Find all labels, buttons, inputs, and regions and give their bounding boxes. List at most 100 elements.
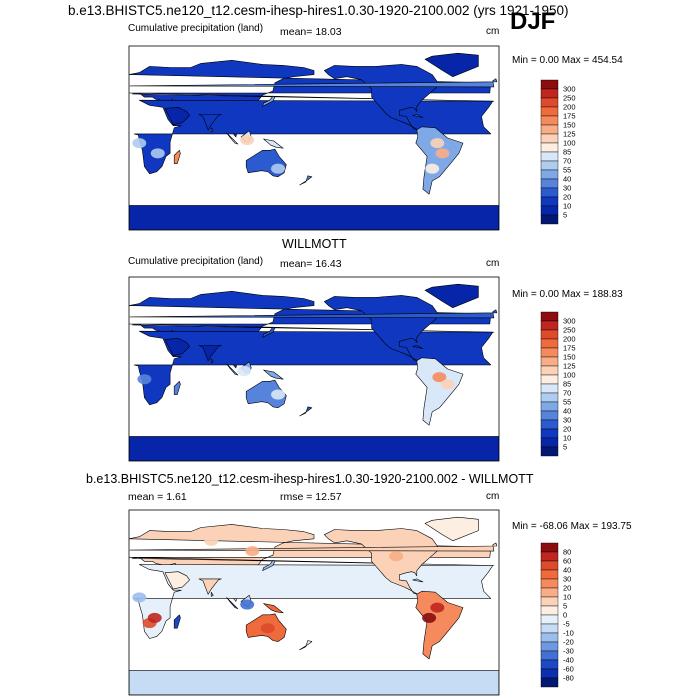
panel3-mean: mean = 1.61 bbox=[128, 491, 187, 503]
field-patch bbox=[430, 138, 445, 149]
field-patch bbox=[150, 148, 165, 159]
colorbar-tick-label: 30 bbox=[563, 184, 571, 193]
colorbar-tick-label: -10 bbox=[563, 629, 574, 638]
colorbar-tick-label: 250 bbox=[563, 326, 576, 335]
land-uk bbox=[129, 542, 498, 552]
colorbar-swatch bbox=[540, 320, 559, 331]
panel3-rmse: rmse = 12.57 bbox=[280, 491, 342, 503]
land-newguinea bbox=[263, 138, 284, 149]
land-cuba bbox=[412, 345, 424, 349]
land-arabia bbox=[164, 571, 190, 590]
land-japan bbox=[262, 326, 276, 338]
colorbar-tick-label: 80 bbox=[563, 548, 571, 557]
colorbar-swatch bbox=[540, 641, 559, 652]
colorbar-swatch bbox=[540, 178, 559, 189]
land-japan bbox=[262, 95, 276, 107]
field-patch bbox=[237, 366, 252, 377]
colorbar-tick-label: 20 bbox=[563, 584, 571, 593]
colorbar-swatch bbox=[540, 569, 559, 580]
panel2-variable-label: Cumulative precipitation (land) bbox=[128, 256, 264, 267]
land-india bbox=[198, 114, 222, 131]
land-greenland bbox=[424, 52, 479, 77]
land-madagascar bbox=[173, 150, 181, 164]
field-patch bbox=[137, 374, 152, 385]
colorbar-tick-label: 5 bbox=[563, 602, 567, 611]
colorbar-tick-label: 40 bbox=[563, 407, 571, 416]
map-frame bbox=[128, 45, 500, 231]
map-frame bbox=[128, 276, 500, 462]
colorbar-swatch bbox=[540, 196, 559, 207]
colorbar-tick-label: 55 bbox=[563, 398, 571, 407]
land-srilanka bbox=[210, 591, 214, 597]
colorbar-tick-label: 300 bbox=[563, 85, 576, 94]
colorbar-swatch bbox=[540, 365, 559, 376]
colorbar-tick-label: -30 bbox=[563, 647, 574, 656]
colorbar-tick-label: 0 bbox=[563, 611, 567, 620]
field-patch bbox=[260, 623, 275, 634]
land-arabia bbox=[164, 107, 190, 125]
land-newzealand bbox=[299, 406, 313, 417]
colorbar-swatch bbox=[540, 632, 559, 643]
panel1-variable-label: Cumulative precipitation (land) bbox=[128, 23, 264, 34]
map-frame bbox=[128, 509, 500, 696]
map-panel-1 bbox=[128, 45, 500, 231]
colorbar-tick-label: 60 bbox=[563, 557, 571, 566]
colorbar-swatch bbox=[540, 124, 559, 135]
panel3-title: b.e13.BHISTC5.ne120_t12.cesm-ihesp-hires… bbox=[86, 472, 534, 486]
colorbar-swatch bbox=[540, 347, 559, 358]
colorbar-tick-label: 175 bbox=[563, 344, 576, 353]
land-samerica bbox=[415, 590, 464, 660]
colorbar-swatch bbox=[540, 214, 559, 225]
panel1-unit: cm bbox=[486, 26, 500, 37]
land-sumatra bbox=[226, 597, 239, 609]
colorbar-swatch bbox=[540, 614, 559, 625]
colorbar-tick-label: -60 bbox=[563, 665, 574, 674]
colorbar-tick-label: 10 bbox=[563, 434, 571, 443]
land-india bbox=[198, 578, 222, 595]
colorbar-tick-label: -40 bbox=[563, 656, 574, 665]
colorbar-tick-label: 40 bbox=[563, 175, 571, 184]
colorbar-swatch bbox=[540, 383, 559, 394]
colorbar-swatch bbox=[540, 338, 559, 349]
field-patch bbox=[422, 612, 437, 623]
colorbar-swatch bbox=[540, 106, 559, 117]
colorbar-swatch bbox=[540, 151, 559, 162]
colorbar-swatch bbox=[540, 392, 559, 403]
colorbar-swatch bbox=[540, 88, 559, 99]
colorbar-swatch bbox=[540, 133, 559, 144]
land-sumatra bbox=[226, 132, 239, 145]
panel3-minmax: Min = -68.06 Max = 193.75 bbox=[512, 521, 632, 532]
land-newguinea bbox=[263, 369, 284, 380]
colorbar-swatch bbox=[540, 410, 559, 421]
land-australia bbox=[245, 379, 287, 409]
colorbar-swatch bbox=[540, 419, 559, 430]
land-madagascar bbox=[173, 381, 181, 395]
field-patch bbox=[440, 379, 455, 390]
field-patch bbox=[435, 148, 450, 159]
colorbar-tick-label: 125 bbox=[563, 362, 576, 371]
colorbar-swatch bbox=[540, 587, 559, 598]
land-greenland bbox=[424, 516, 479, 542]
field-patch bbox=[425, 163, 440, 174]
map-panel-3 bbox=[128, 509, 500, 696]
colorbar-swatch bbox=[540, 551, 559, 562]
field-patch bbox=[240, 599, 255, 610]
field-patch bbox=[204, 535, 219, 546]
colorbar-swatch bbox=[540, 623, 559, 634]
colorbar-swatch bbox=[540, 205, 559, 216]
field-patch bbox=[132, 592, 147, 603]
land-samerica bbox=[415, 357, 464, 426]
colorbar-swatch bbox=[540, 578, 559, 589]
colorbar-tick-label: 175 bbox=[563, 112, 576, 121]
figure-title: b.e13.BHISTC5.ne120_t12.cesm-ihesp-hires… bbox=[68, 3, 569, 18]
land-newzealand bbox=[299, 175, 313, 186]
colorbar-tick-label: -5 bbox=[563, 620, 570, 629]
land-antarctica bbox=[129, 436, 499, 461]
colorbar-tick-label: 10 bbox=[563, 202, 571, 211]
colorbar-tick-label: 150 bbox=[563, 353, 576, 362]
colorbar-tick-label: 5 bbox=[563, 443, 567, 452]
colorbar-tick-label: 30 bbox=[563, 416, 571, 425]
panel2-mean: mean= 16.43 bbox=[280, 258, 342, 270]
